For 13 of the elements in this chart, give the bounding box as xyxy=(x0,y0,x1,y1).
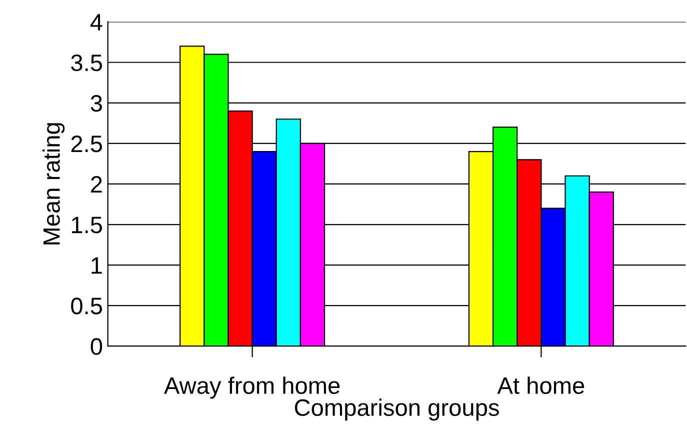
y-tick-label: 3.5 xyxy=(71,54,102,72)
y-tick-label: 3 xyxy=(90,94,102,112)
y-tick-label: 0 xyxy=(90,338,102,355)
x-tick-label: Away from home xyxy=(164,376,340,399)
y-tick-label: 2 xyxy=(91,176,102,193)
y-tick-label: 1.5 xyxy=(72,216,102,234)
x-tick-label: At home xyxy=(497,376,584,394)
x-axis-title: Comparison groups xyxy=(294,398,499,421)
y-tick-label: 1 xyxy=(92,257,102,274)
y-axis-title: Mean rating xyxy=(42,123,65,244)
y-tick-label: 2.5 xyxy=(71,136,102,152)
y-tick-label: 4 xyxy=(90,14,102,30)
y-tick-label: 0.5 xyxy=(71,298,102,314)
